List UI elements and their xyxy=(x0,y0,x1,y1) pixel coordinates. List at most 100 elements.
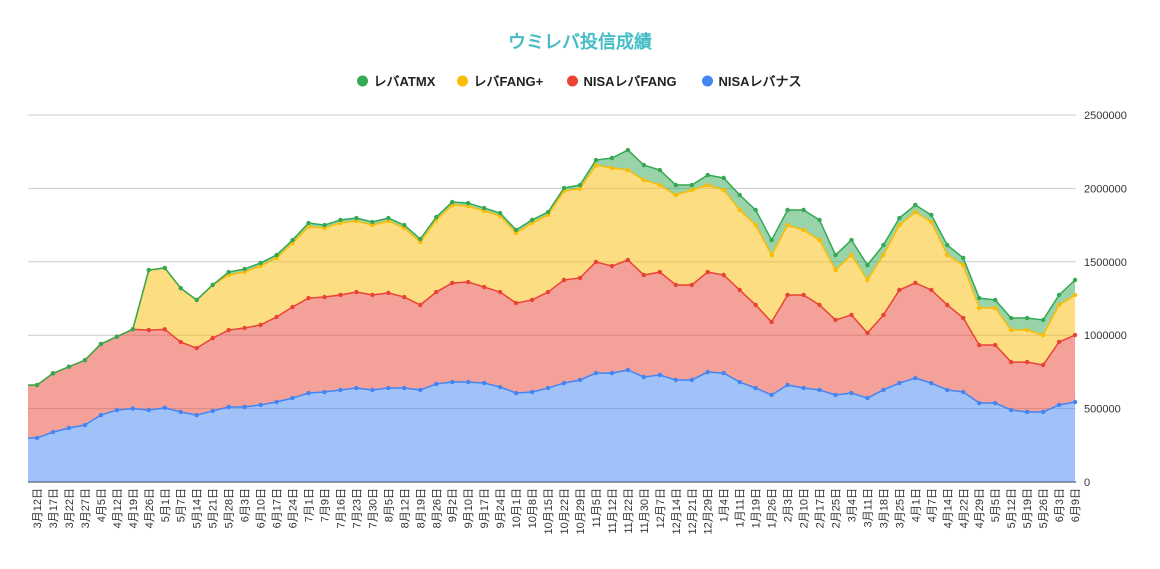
data-point xyxy=(993,305,998,311)
data-point xyxy=(386,385,391,391)
data-point xyxy=(993,297,998,303)
x-tick-label: 8月12日 xyxy=(399,488,411,528)
x-tick-label: 12月7日 xyxy=(655,488,667,528)
data-point xyxy=(1040,332,1046,338)
data-point xyxy=(769,319,774,325)
data-point xyxy=(897,380,902,386)
data-point xyxy=(114,407,120,413)
x-tick-label: 2月25日 xyxy=(831,488,843,528)
data-point xyxy=(993,342,998,348)
data-point xyxy=(721,370,726,376)
x-tick-label: 5月21日 xyxy=(208,488,220,528)
data-point xyxy=(226,327,231,333)
x-tick-label: 9月10日 xyxy=(463,488,475,528)
data-point xyxy=(497,289,503,295)
data-point xyxy=(1040,362,1046,368)
x-tick-label: 8月26日 xyxy=(431,488,443,528)
data-point xyxy=(98,341,104,347)
data-point xyxy=(465,200,471,206)
data-point xyxy=(130,327,136,332)
data-point xyxy=(593,157,599,163)
x-tick-label: 1月19日 xyxy=(751,488,763,528)
data-point xyxy=(833,317,838,323)
data-point xyxy=(993,400,998,406)
legend-item[interactable]: レバFANG+ xyxy=(457,74,544,89)
data-point xyxy=(242,325,247,331)
data-point xyxy=(705,182,710,188)
data-point xyxy=(481,284,487,290)
x-tick-label: 8月5日 xyxy=(383,488,395,522)
x-tick-label: 5月5日 xyxy=(990,488,1002,522)
data-point xyxy=(801,292,806,298)
data-point xyxy=(785,207,790,213)
data-point xyxy=(897,222,902,228)
data-point xyxy=(1072,292,1078,298)
x-tick-label: 3月4日 xyxy=(846,488,858,522)
x-tick-label: 11月12日 xyxy=(607,488,619,534)
data-point xyxy=(977,342,982,348)
x-tick-label: 6月3日 xyxy=(240,488,252,522)
data-point xyxy=(258,322,263,328)
data-point xyxy=(162,265,167,271)
data-point xyxy=(929,212,934,218)
data-point xyxy=(1008,359,1014,365)
data-point xyxy=(977,400,982,406)
data-point xyxy=(769,237,774,243)
data-point xyxy=(370,292,375,298)
x-tick-label: 4月1日 xyxy=(910,488,922,522)
area-レバFANG+ xyxy=(28,165,1076,386)
legend-item[interactable]: NISAレバFANG xyxy=(567,74,677,89)
x-tick-label: 6月10日 xyxy=(256,488,268,528)
legend-item[interactable]: NISAレバナス xyxy=(702,74,802,89)
x-tick-label: 10月22日 xyxy=(559,488,571,534)
y-axis-ticks: 0 500000 1000000 1500000 2000000 2500000 xyxy=(1084,110,1127,489)
x-tick-label: 5月26日 xyxy=(1038,488,1050,528)
data-point xyxy=(1072,332,1078,338)
x-tick-label: 10月8日 xyxy=(527,488,539,528)
data-point xyxy=(1056,339,1062,345)
x-tick-label: 3月18日 xyxy=(878,488,890,528)
data-point xyxy=(34,382,40,388)
data-point xyxy=(753,222,758,228)
data-point xyxy=(258,260,263,266)
data-point xyxy=(625,147,631,153)
data-point xyxy=(641,374,647,380)
y-tick-label: 1500000 xyxy=(1084,257,1127,269)
data-point xyxy=(881,312,886,318)
data-point xyxy=(418,236,423,242)
x-tick-label: 5月28日 xyxy=(224,488,236,528)
data-point xyxy=(673,377,678,383)
data-point xyxy=(657,372,663,378)
data-point xyxy=(865,262,870,268)
x-tick-label: 4月19日 xyxy=(128,488,140,528)
data-point xyxy=(865,395,870,401)
x-tick-label: 6月9日 xyxy=(1070,488,1082,522)
x-tick-label: 11月30日 xyxy=(639,488,651,534)
data-point xyxy=(114,334,120,339)
data-point xyxy=(290,395,295,401)
area-NISAレバFANG xyxy=(28,260,1076,438)
data-point xyxy=(625,367,631,373)
y-tick-label: 500000 xyxy=(1084,404,1121,416)
data-point xyxy=(1072,399,1078,405)
data-point xyxy=(945,387,950,393)
x-tick-label: 4月5日 xyxy=(96,488,108,522)
data-point xyxy=(609,370,615,376)
y-tick-label: 1000000 xyxy=(1084,330,1127,342)
x-tick-label: 11月22日 xyxy=(623,488,635,534)
data-point xyxy=(338,387,343,393)
data-point xyxy=(226,404,231,410)
data-point xyxy=(162,405,167,411)
x-tick-label: 4月29日 xyxy=(974,488,986,528)
data-point xyxy=(370,387,375,393)
data-point xyxy=(673,192,678,198)
data-point xyxy=(146,327,151,333)
data-point xyxy=(849,390,854,396)
data-point xyxy=(290,237,295,243)
legend-item[interactable]: レバATMX xyxy=(357,74,436,89)
data-point xyxy=(465,279,471,285)
data-point xyxy=(338,217,343,223)
data-point xyxy=(961,315,966,321)
data-point xyxy=(242,404,247,410)
legend-marker xyxy=(567,75,578,87)
